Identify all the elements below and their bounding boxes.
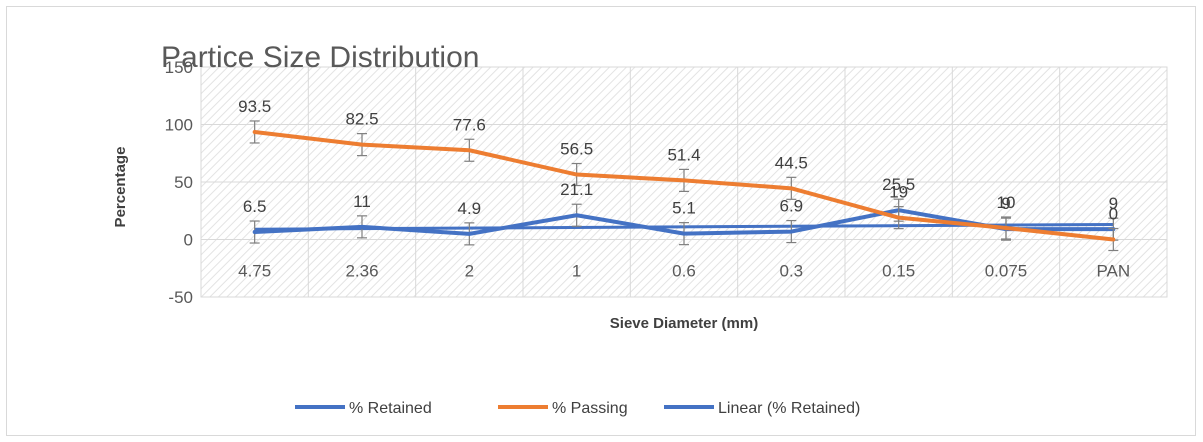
data-label-passing: 51.4 — [667, 145, 700, 164]
x-tick-label: 0.15 — [882, 262, 915, 281]
y-axis-title: Percentage — [112, 147, 129, 228]
x-tick-label: 0.3 — [780, 262, 804, 281]
x-axis-ticks: 4.75 2.36 2 1 0.6 0.3 0.15 0.075 PAN — [238, 262, 1130, 281]
x-tick-label: 2.36 — [345, 262, 378, 281]
legend-item: % Passing — [498, 400, 628, 417]
data-label-retained: 11 — [353, 192, 371, 211]
data-label-retained: 6.9 — [780, 197, 804, 216]
data-label-retained: 25.5 — [882, 175, 915, 194]
series-layer — [249, 120, 1119, 252]
legend-item: Linear (% Retained) — [664, 400, 860, 417]
x-tick-label: 2 — [465, 262, 474, 281]
data-label-retained: 5.1 — [672, 199, 696, 218]
x-tick-label: 0.075 — [985, 262, 1028, 281]
data-label-passing: 19 — [889, 183, 908, 202]
data-label-retained: 9 — [1109, 194, 1118, 213]
x-tick-label: PAN — [1096, 262, 1130, 281]
data-label-passing: 56.5 — [560, 140, 593, 159]
legend-label: % Passing — [552, 400, 628, 417]
legend-label: Linear (% Retained) — [718, 400, 860, 417]
y-tick-label: -50 — [168, 288, 193, 307]
data-label-passing: 10 — [997, 193, 1016, 212]
y-tick-label: 100 — [165, 116, 193, 135]
data-label-passing: 93.5 — [238, 97, 271, 116]
x-axis-title: Sieve Diameter (mm) — [610, 315, 758, 332]
data-labels: 6.5 11 4.9 21.1 5.1 6.9 25.5 9 9 93.5 82.5 77.6 56.5… — [238, 97, 1118, 224]
y-tick-label: 0 — [184, 231, 193, 250]
x-tick-label: 1 — [572, 262, 581, 281]
data-label-retained: 9 — [1001, 194, 1010, 213]
y-tick-label: 50 — [174, 173, 193, 192]
data-label-passing: 82.5 — [345, 110, 378, 129]
x-tick-label: 4.75 — [238, 262, 271, 281]
data-label-retained: 21.1 — [560, 180, 593, 199]
chart-title: Partice Size Distribution — [161, 41, 479, 74]
legend-item: % Retained — [295, 400, 432, 417]
y-axis-ticks: -50 0 50 100 150 — [165, 58, 193, 307]
chart-frame: -50 0 50 100 150 4.75 2.36 2 1 0.6 0.3 0.15 0.075 PA… — [6, 6, 1196, 436]
data-label-passing: 44.5 — [775, 153, 808, 172]
gridlines — [200, 66, 1168, 298]
legend: % Retained % Passing Linear (% Retained) — [295, 400, 860, 417]
legend-label: % Retained — [349, 400, 432, 417]
data-label-retained: 6.5 — [243, 197, 267, 216]
series-line-passing — [252, 129, 1116, 242]
y-tick-label: 150 — [165, 58, 193, 77]
data-label-retained: 4.9 — [458, 199, 482, 218]
x-tick-label: 0.6 — [672, 262, 696, 281]
data-label-passing: 0 — [1109, 205, 1118, 224]
data-label-passing: 77.6 — [453, 115, 486, 134]
